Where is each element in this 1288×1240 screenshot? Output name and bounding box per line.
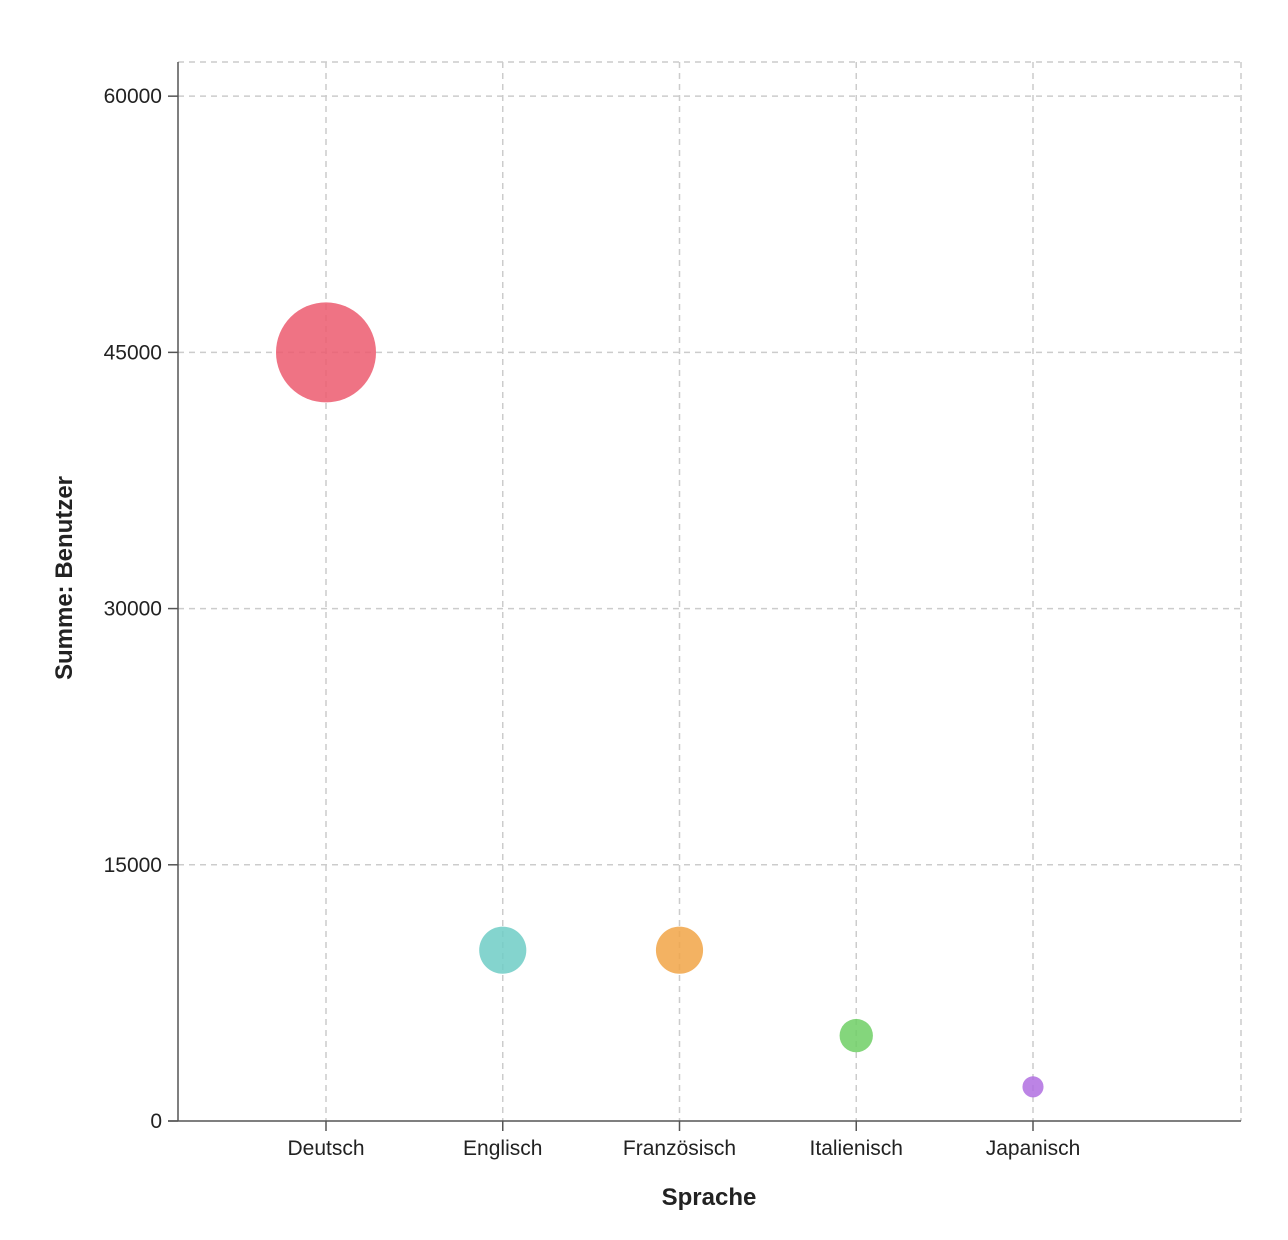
x-tick-label: Deutsch	[287, 1137, 364, 1160]
y-tick-label: 15000	[104, 854, 162, 877]
y-tick-label: 0	[150, 1110, 162, 1133]
y-tick-label: 45000	[104, 341, 162, 364]
grid	[178, 61, 1242, 1121]
bubble-französisch	[655, 926, 704, 974]
y-axis-ticks: 0 15000 30000 45000 60000	[104, 85, 178, 1133]
bubble-deutsch	[276, 302, 376, 403]
y-tick-label: 30000	[104, 598, 162, 621]
bubble-italienisch	[839, 1018, 873, 1053]
x-tick-label: Französisch	[623, 1137, 736, 1160]
y-axis-title: Summe: Benutzer	[51, 476, 78, 680]
axes	[168, 62, 1241, 1122]
bubble-englisch	[479, 926, 527, 974]
x-axis-title: Sprache	[662, 1184, 757, 1211]
x-axis-ticks: Deutsch Englisch Französisch Italienisch Jap…	[287, 1121, 1080, 1160]
x-tick-label: Englisch	[463, 1137, 542, 1160]
x-tick-label: Italienisch	[810, 1137, 903, 1160]
y-tick-label: 60000	[104, 85, 162, 108]
bubble-japanisch	[1022, 1076, 1044, 1098]
x-tick-label: Japanisch	[986, 1137, 1081, 1160]
data-points	[276, 302, 1044, 1098]
